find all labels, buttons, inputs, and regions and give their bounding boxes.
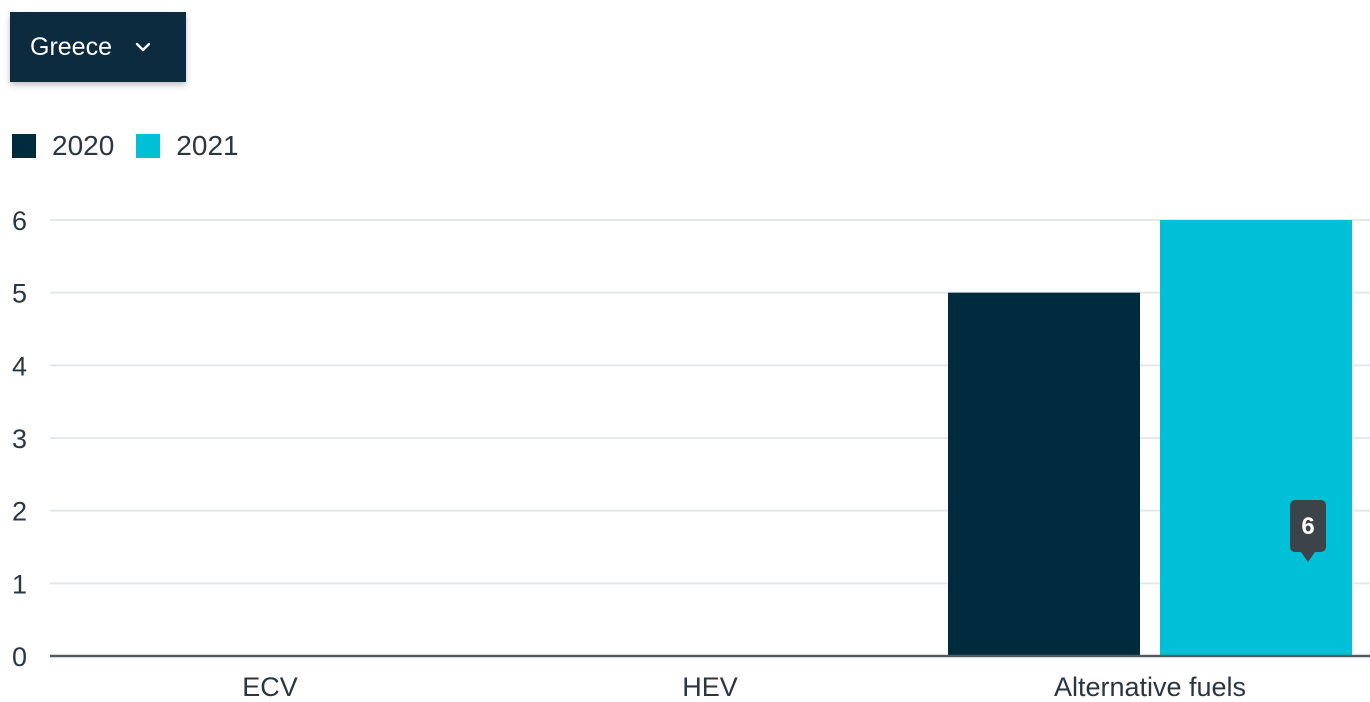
y-tick-label-0: 0 xyxy=(12,642,27,672)
bar-alternative-fuels-2020 xyxy=(948,292,1140,656)
tooltip-box xyxy=(1290,500,1326,552)
country-dropdown-label: Greece xyxy=(30,32,112,61)
bar-alternative-fuels-2021 xyxy=(1160,220,1352,656)
legend-label-2021: 2021 xyxy=(176,130,239,161)
y-tick-label-6: 6 xyxy=(12,206,27,236)
tooltip-value: 6 xyxy=(1301,513,1314,540)
grid-lines xyxy=(50,219,1370,585)
y-tick-labels: 0 1 2 3 4 5 6 xyxy=(12,206,27,672)
bar-chart: 0 1 2 3 4 5 6 ECV HEV Alternative fuels 6 xyxy=(12,206,1370,702)
chart-legend: 2020 2021 xyxy=(12,126,261,166)
y-tick-label-4: 4 xyxy=(12,351,27,381)
y-tick-label-1: 1 xyxy=(12,569,27,599)
x-tick-label-ecv: ECV xyxy=(242,672,298,702)
legend-swatch-2020 xyxy=(12,134,36,158)
tooltip: 6 xyxy=(1290,500,1326,562)
bars xyxy=(948,220,1352,656)
legend-item-2021[interactable]: 2021 xyxy=(136,130,239,162)
y-tick-label-3: 3 xyxy=(12,424,27,454)
legend-swatch-2021 xyxy=(136,134,161,158)
y-tick-label-2: 2 xyxy=(12,497,27,527)
x-tick-labels: ECV HEV Alternative fuels xyxy=(242,672,1246,702)
y-tick-label-5: 5 xyxy=(12,279,27,309)
legend-item-2020[interactable]: 2020 xyxy=(12,130,114,162)
x-tick-label-alternative-fuels: Alternative fuels xyxy=(1054,672,1246,702)
legend-label-2020: 2020 xyxy=(52,130,115,161)
tooltip-pointer xyxy=(1301,552,1315,562)
x-tick-label-hev: HEV xyxy=(682,672,738,702)
country-dropdown[interactable]: Greece xyxy=(10,12,186,82)
chevron-down-icon xyxy=(134,38,152,56)
